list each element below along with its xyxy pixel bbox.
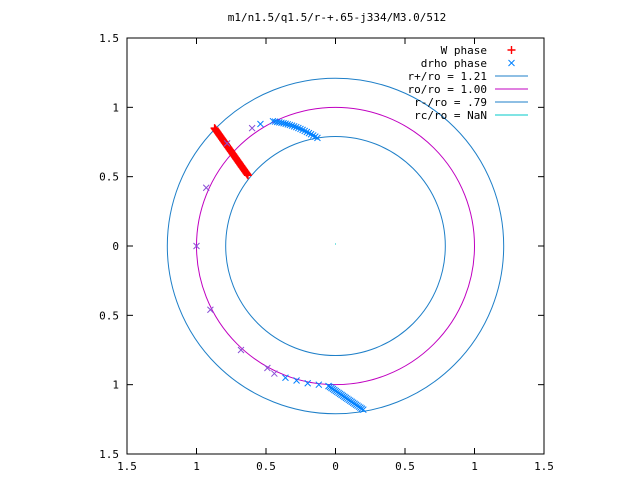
drho-phase-point	[292, 123, 300, 131]
chart-title: m1/n1.5/q1.5/r-+.65-j334/M3.0/512	[228, 11, 447, 24]
legend-label: r+/ro = 1.21	[408, 70, 487, 83]
drho-phase-point	[290, 123, 298, 130]
drho-phase-point	[293, 377, 300, 384]
radius-circle	[166, 77, 505, 415]
drho-phase-point	[304, 379, 312, 387]
legend-label: drho phase	[421, 57, 487, 70]
x-tick-label: 1	[193, 460, 200, 473]
axis-ticks: 1.5 1 0.5 0 0.5 1 1.51.510.500.511.5	[99, 32, 554, 473]
y-tick-label: 1	[112, 379, 119, 392]
drho-phase-point	[237, 346, 245, 354]
legend-label: r-/ro = .79	[414, 96, 487, 109]
w-phase-point	[243, 171, 252, 180]
x-tick-label: 1.5	[117, 460, 137, 473]
drho-phase-point	[193, 242, 200, 250]
y-tick-label: 0	[112, 240, 119, 253]
drho-phase-point	[314, 134, 321, 142]
legend-swatch	[507, 46, 516, 54]
drho-phase-point	[286, 121, 294, 129]
data-points	[193, 117, 367, 413]
legend-label: rc/ro = NaN	[414, 109, 487, 122]
legend-label: W phase	[441, 44, 487, 57]
y-tick-label: 0.5	[99, 171, 119, 184]
drho-phase-point	[282, 120, 290, 128]
x-tick-label: 0.5	[395, 460, 415, 473]
y-tick-label: 1	[112, 101, 119, 114]
x-tick-label: 0	[332, 460, 339, 473]
x-tick-label: 1.5	[534, 460, 554, 473]
y-tick-label: 1.5	[99, 448, 119, 461]
drho-phase-point	[297, 125, 304, 133]
drho-phase-point	[278, 119, 285, 127]
drho-phase-point	[284, 120, 292, 128]
drho-phase-point	[303, 128, 311, 136]
y-tick-label: 0.5	[99, 309, 119, 322]
drho-phase-point	[301, 127, 309, 135]
drho-phase-point	[295, 124, 302, 132]
drho-phase-point	[257, 120, 264, 128]
drho-phase-point	[359, 406, 367, 413]
drho-phase-point	[280, 119, 287, 127]
x-tick-label: 0.5	[256, 460, 276, 473]
radius-circle	[225, 135, 446, 357]
drho-phase-point	[282, 374, 289, 382]
drho-phase-point	[264, 364, 271, 372]
drho-phase-point	[315, 381, 323, 389]
drho-phase-point	[299, 126, 306, 134]
drho-phase-point	[248, 124, 256, 132]
legend-swatch	[508, 59, 515, 67]
drho-phase-point	[288, 122, 296, 129]
drho-phase-point	[207, 306, 214, 314]
drho-phase-point	[305, 129, 313, 137]
drho-phase-point	[270, 370, 278, 377]
drho-phase-point	[202, 184, 210, 192]
y-tick-label: 1.5	[99, 32, 119, 45]
drho-phase-point	[223, 140, 231, 147]
x-tick-label: 1	[471, 460, 478, 473]
legend-label: ro/ro = 1.00	[408, 83, 487, 96]
